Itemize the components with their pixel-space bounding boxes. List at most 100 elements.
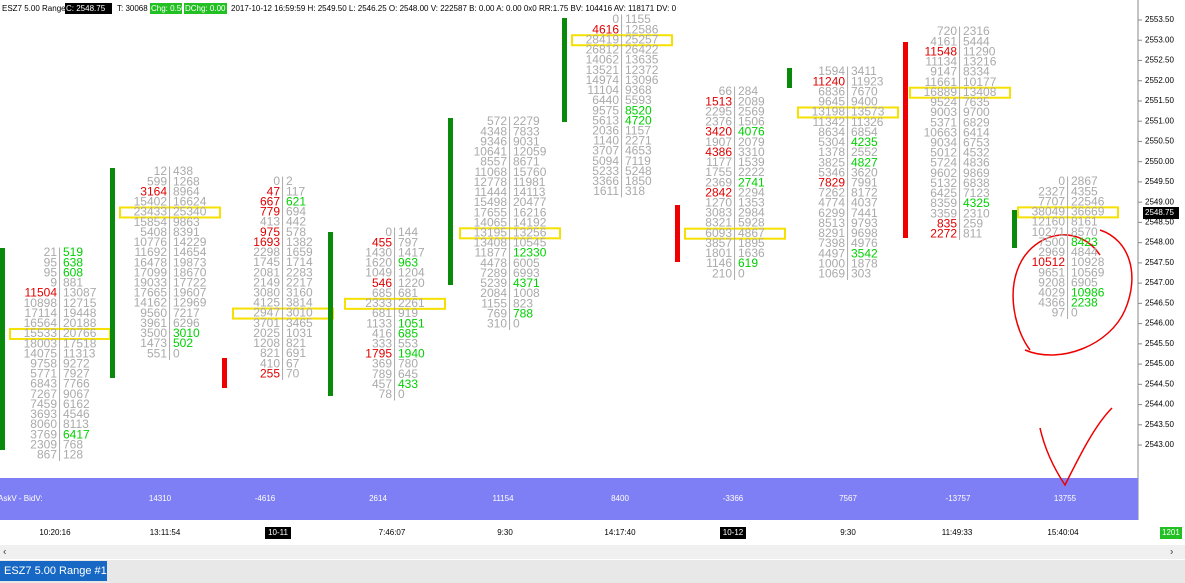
bid-volume: 546: [372, 276, 392, 290]
separator: |: [508, 215, 511, 229]
bid-volume: 3080: [253, 285, 280, 299]
range-bar: [562, 18, 567, 122]
ask-volume: 10545: [513, 236, 547, 250]
bid-volume: 5233: [592, 164, 619, 178]
separator: |: [620, 184, 623, 198]
bid-volume: 2969: [1038, 245, 1065, 259]
ask-volume: 14654: [173, 245, 207, 259]
annotation-circle: [1012, 229, 1133, 356]
separator: |: [846, 125, 849, 139]
bid-volume: 1745: [253, 255, 280, 269]
ask-volume: 4235: [851, 135, 878, 149]
ask-volume: 6993: [513, 266, 540, 280]
ask-volume: 691: [286, 346, 306, 360]
tab[interactable]: [0, 561, 107, 581]
bid-volume: 1069: [818, 267, 845, 281]
separator: |: [393, 326, 396, 340]
bid-volume: 95: [44, 265, 58, 279]
price-label: 2543.00: [1145, 440, 1174, 449]
bid-volume: 1140: [593, 134, 619, 148]
ask-volume: 7441: [851, 206, 878, 220]
price-label: 2553.00: [1145, 35, 1174, 44]
bid-volume: 455: [372, 235, 392, 249]
separator: |: [168, 174, 171, 188]
bid-volume: 13195: [474, 225, 508, 239]
ask-volume: 1850: [625, 174, 652, 188]
bid-volume: 0: [1058, 174, 1065, 188]
ask-volume: 4653: [625, 144, 652, 158]
bid-volume: 1146: [706, 256, 732, 270]
ask-volume: 681: [398, 286, 418, 300]
separator: |: [508, 155, 511, 169]
separator: |: [958, 146, 961, 160]
separator: |: [168, 164, 171, 178]
separator: |: [281, 235, 284, 249]
bid-volume: 5346: [818, 165, 845, 179]
header-badge: [184, 3, 227, 14]
separator: |: [733, 155, 736, 169]
bid-volume: 2369: [705, 175, 732, 189]
separator: |: [958, 55, 961, 69]
price-label: 2546.00: [1145, 319, 1174, 328]
separator: |: [58, 397, 61, 411]
tab-label[interactable]: ESZ7 5.00 Range #1: [4, 565, 107, 577]
bid-volume: 9645: [818, 95, 845, 109]
bid-volume: 1755: [705, 165, 732, 179]
price-label: 2548.50: [1145, 218, 1174, 227]
ask-volume: 117: [286, 184, 305, 198]
separator: |: [281, 336, 284, 350]
separator: |: [168, 306, 171, 320]
separator: |: [168, 184, 171, 198]
bid-volume: 17655: [474, 205, 508, 219]
bid-volume: 15533: [24, 326, 58, 340]
separator: |: [620, 103, 623, 117]
ask-volume: 70: [286, 366, 300, 380]
bid-volume: 5132: [930, 176, 957, 190]
scroll-left[interactable]: ‹: [3, 547, 6, 558]
poc-box: [797, 106, 899, 119]
bid-volume: 3825: [818, 155, 845, 169]
price-label: 2552.00: [1145, 76, 1174, 85]
ask-volume: 3620: [851, 165, 878, 179]
separator: |: [733, 125, 736, 139]
price-label: 2544.00: [1145, 400, 1174, 409]
separator: |: [58, 437, 61, 451]
bid-volume: 2298: [253, 245, 280, 259]
separator: |: [281, 285, 284, 299]
bid-volume: 867: [37, 448, 57, 462]
separator: |: [1066, 265, 1069, 279]
bid-volume: 1620: [365, 256, 392, 270]
separator: |: [168, 326, 171, 340]
ask-volume: 4037: [851, 196, 878, 210]
bid-volume: 10271: [1032, 225, 1066, 239]
bid-volume: 97: [1052, 306, 1066, 320]
ask-volume: 2222: [738, 165, 765, 179]
separator: |: [168, 205, 171, 219]
range-bar: [110, 168, 115, 378]
bid-volume: 6425: [930, 186, 957, 200]
bid-volume: 413: [260, 215, 280, 229]
separator: |: [733, 145, 736, 159]
ask-volume: 1155: [625, 12, 651, 26]
ask-volume: 318: [625, 184, 645, 198]
separator: |: [508, 134, 511, 148]
separator: |: [281, 356, 284, 370]
separator: |: [846, 246, 849, 260]
bid-volume: 12: [154, 164, 168, 178]
last-price-box: [1143, 207, 1179, 219]
separator: |: [393, 377, 396, 391]
scroll-right[interactable]: ›: [1170, 547, 1173, 558]
separator: |: [1066, 296, 1069, 310]
price-label: 2544.50: [1145, 379, 1174, 388]
time-label: 13:11:54: [150, 528, 181, 537]
bid-volume: 2333: [365, 296, 392, 310]
ask-volume: 621: [286, 194, 306, 208]
ask-volume: 8161: [1071, 215, 1098, 229]
ask-volume: 6838: [963, 176, 990, 190]
separator: |: [1066, 174, 1069, 188]
range-bar: [787, 68, 792, 88]
ask-volume: 3411: [851, 64, 877, 78]
scrollbar[interactable]: [0, 545, 1185, 559]
bid-volume: 1473: [140, 336, 167, 350]
ask-volume: 0: [398, 387, 405, 401]
